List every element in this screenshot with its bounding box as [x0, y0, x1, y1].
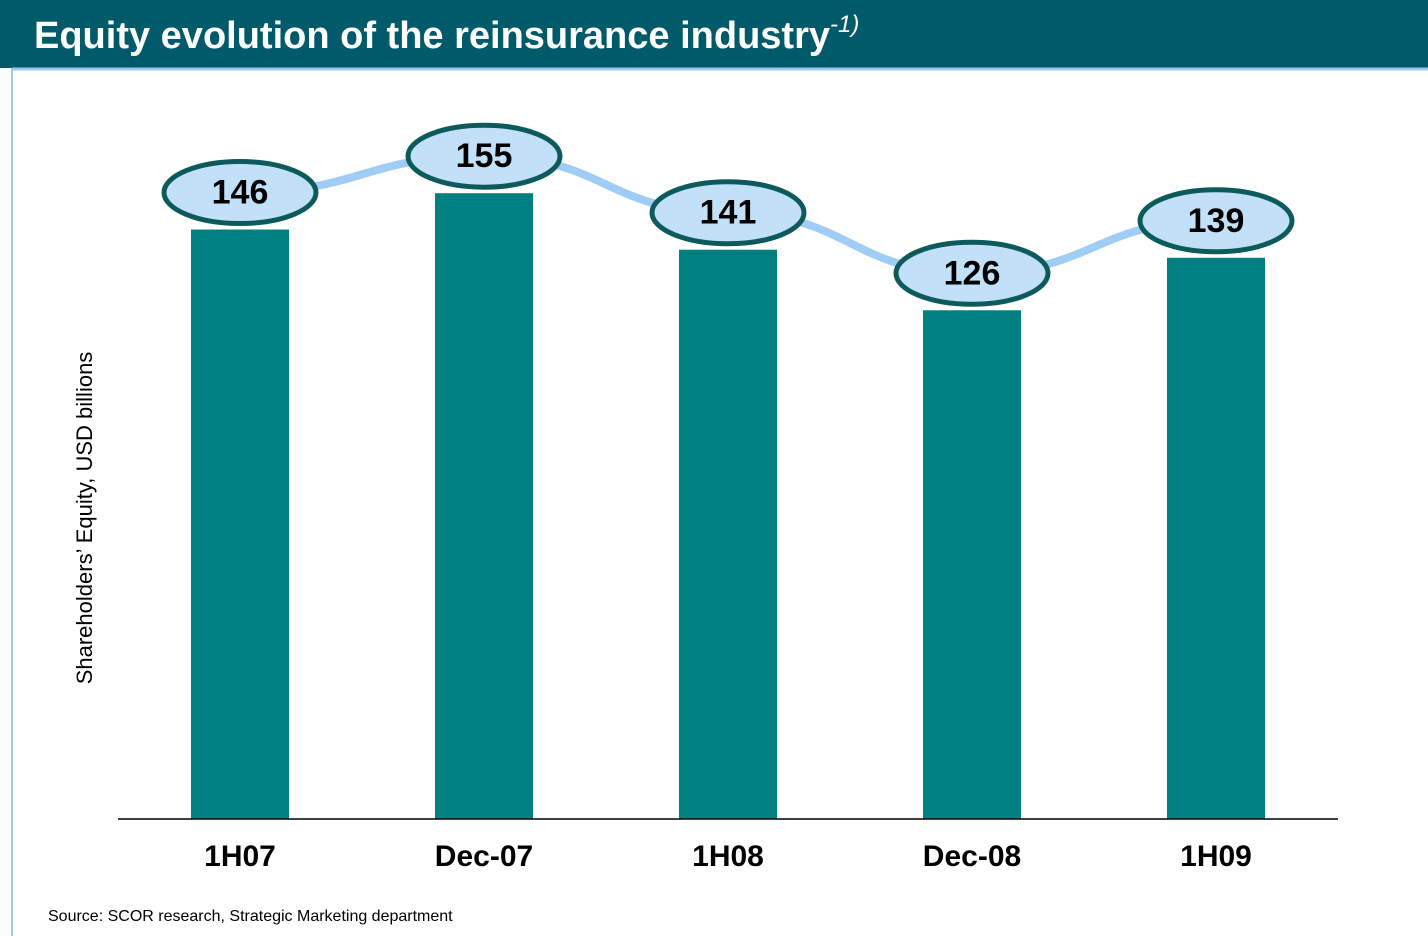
data-label: 141	[700, 194, 757, 232]
data-label: 126	[944, 254, 1001, 292]
x-tick-label: 1H09	[1180, 840, 1252, 873]
bar	[191, 229, 289, 819]
x-tick-label: 1H07	[204, 840, 276, 873]
data-label: 139	[1188, 202, 1245, 240]
value-bubble	[893, 239, 1051, 307]
value-bubble	[649, 179, 807, 247]
bar	[435, 193, 533, 819]
header-band	[0, 0, 1428, 68]
data-label: 146	[212, 174, 269, 212]
x-tick-label: Dec-08	[923, 840, 1021, 873]
bar	[923, 310, 1021, 819]
value-bubble	[161, 159, 319, 227]
x-tick-label: 1H08	[692, 840, 764, 873]
bar	[679, 249, 777, 819]
title-text: Equity evolution of the reinsurance indu…	[34, 15, 830, 57]
data-label: 155	[456, 137, 513, 175]
chart-title: Equity evolution of the reinsurance indu…	[34, 11, 859, 57]
source-note: Source: SCOR research, Strategic Marketi…	[48, 908, 453, 925]
title-note: -1)	[830, 11, 859, 38]
y-axis-label: Shareholders’ Equity, USD billions	[72, 352, 97, 685]
x-tick-label: Dec-07	[435, 840, 533, 873]
bar	[1167, 257, 1265, 820]
value-bubble	[1137, 187, 1295, 255]
value-bubble	[405, 122, 563, 190]
